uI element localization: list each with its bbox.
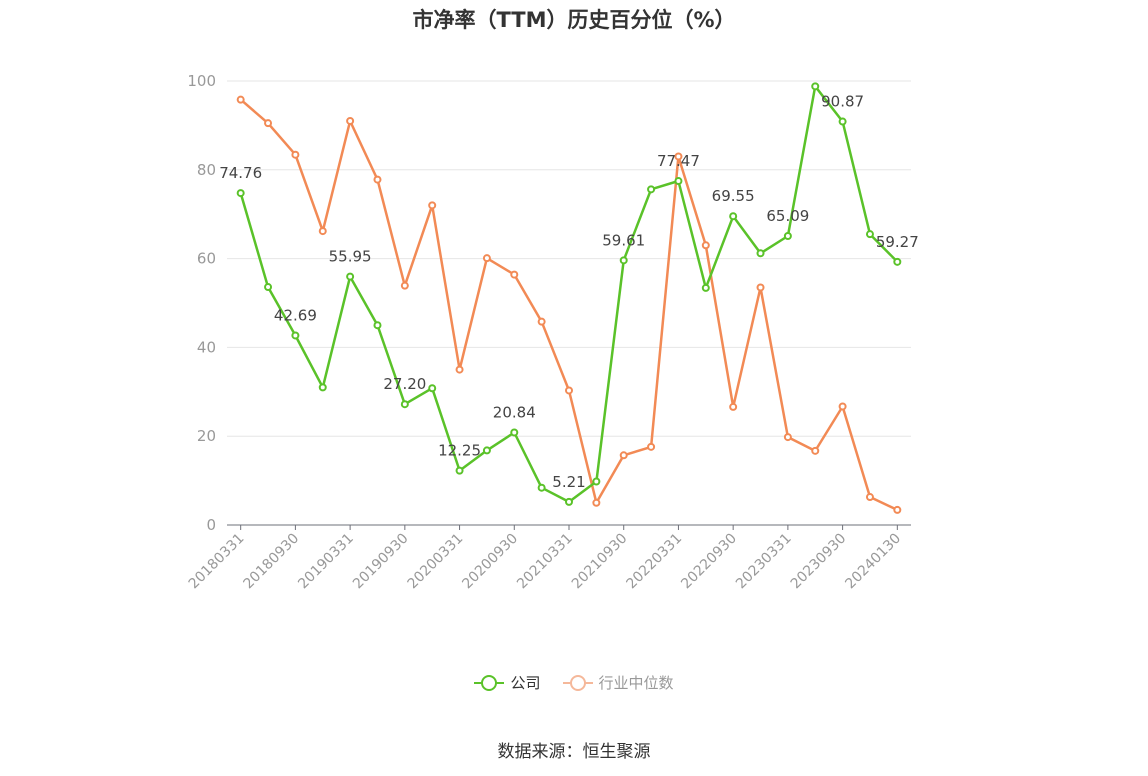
data-point-0 (318, 383, 327, 392)
data-source: 数据来源：恒生聚源 (497, 742, 651, 762)
y-tick-label: 100 (187, 72, 216, 90)
data-point-1 (838, 402, 847, 411)
data-point-0 (619, 256, 628, 265)
data-label: 69.55 (712, 187, 755, 205)
y-tick-label: 20 (197, 427, 216, 445)
x-tick-label: 20200331 (405, 531, 467, 593)
data-label: 55.95 (329, 248, 372, 266)
data-label: 59.61 (602, 231, 645, 249)
data-point-1 (264, 119, 273, 128)
data-point-0 (729, 212, 738, 221)
data-point-1 (346, 116, 355, 125)
legend-marker-industry-icon (562, 673, 593, 693)
data-point-1 (537, 317, 546, 326)
line-chart: 0 20 40 60 80 100 2018033120180930201903312019… (186, 72, 919, 593)
data-point-0 (291, 331, 300, 340)
data-point-1 (510, 270, 519, 279)
data-label: 77.47 (657, 152, 700, 170)
data-point-0 (838, 117, 847, 126)
data-point-0 (346, 272, 355, 281)
data-point-1 (428, 201, 437, 210)
x-tick-label: 20200930 (459, 531, 521, 593)
legend-marker-company-icon (474, 673, 505, 693)
data-point-0 (455, 466, 464, 475)
x-tick-label: 20230930 (788, 531, 850, 593)
data-label: 42.69 (274, 306, 317, 324)
data-point-0 (893, 257, 902, 266)
data-point-0 (482, 446, 491, 455)
data-point-1 (565, 386, 573, 395)
data-point-0 (701, 283, 710, 292)
data-label: 27.20 (383, 375, 426, 393)
data-point-1 (291, 150, 300, 159)
chart-legend: 公司 行业中位数 (0, 672, 1148, 693)
data-label: 20.84 (493, 403, 536, 421)
data-point-0 (537, 483, 546, 492)
data-point-0 (756, 249, 765, 258)
data-point-0 (674, 177, 683, 186)
data-point-1 (592, 498, 601, 507)
x-tick-label: 20220930 (678, 531, 740, 593)
data-point-0 (236, 189, 245, 198)
data-point-0 (510, 428, 519, 437)
data-point-1 (236, 95, 245, 104)
data-point-1 (482, 254, 491, 263)
data-label: 59.27 (876, 233, 919, 251)
x-tick-label: 20210331 (514, 531, 576, 593)
legend-item-industry-median[interactable]: 行业中位数 (562, 672, 674, 693)
data-point-0 (865, 230, 874, 239)
data-point-1 (373, 175, 382, 184)
y-tick-label: 80 (197, 161, 216, 179)
data-point-0 (264, 283, 273, 292)
x-tick-label: 20210930 (569, 531, 631, 593)
data-label: 5.21 (552, 473, 585, 491)
legend-label-company: 公司 (510, 674, 541, 692)
y-tick-label: 0 (206, 516, 216, 534)
data-label: 74.76 (219, 164, 262, 182)
data-point-0 (811, 82, 820, 91)
data-point-0 (428, 384, 437, 393)
x-tick-label: 20180930 (241, 531, 303, 593)
data-point-1 (318, 227, 327, 236)
y-tick-label: 40 (197, 338, 216, 356)
data-point-1 (701, 241, 710, 250)
data-point-1 (783, 433, 792, 442)
legend-item-company[interactable]: 公司 (474, 672, 541, 693)
data-label: 90.87 (821, 93, 864, 111)
x-tick-label: 20240130 (842, 531, 904, 593)
legend-label-industry-median: 行业中位数 (598, 674, 674, 692)
series-line-1 (239, 98, 898, 512)
data-point-1 (647, 442, 656, 451)
x-tick-label: 20220331 (624, 531, 686, 593)
chart-title: 市净率（TTM）历史百分位（%） (412, 8, 736, 32)
data-point-0 (373, 321, 382, 330)
x-tick-label: 20180331 (186, 531, 248, 593)
y-tick-label: 60 (197, 250, 216, 268)
data-point-0 (565, 497, 573, 506)
data-point-1 (811, 446, 820, 455)
x-tick-label: 20190930 (350, 531, 412, 593)
data-label: 12.25 (438, 442, 481, 460)
data-point-1 (729, 402, 738, 411)
data-point-0 (592, 477, 601, 486)
x-tick-label: 20230331 (733, 531, 795, 593)
data-point-1 (756, 283, 765, 292)
series-line-0 (239, 85, 899, 504)
data-point-1 (674, 152, 683, 161)
data-point-0 (647, 185, 656, 194)
x-tick-label: 20190331 (295, 531, 357, 593)
data-point-1 (619, 451, 628, 460)
data-point-1 (893, 505, 902, 514)
data-point-1 (455, 365, 464, 374)
data-point-1 (865, 493, 874, 502)
data-label: 65.09 (766, 207, 809, 225)
data-point-1 (400, 281, 409, 290)
data-point-0 (400, 400, 409, 409)
data-point-0 (783, 232, 792, 241)
